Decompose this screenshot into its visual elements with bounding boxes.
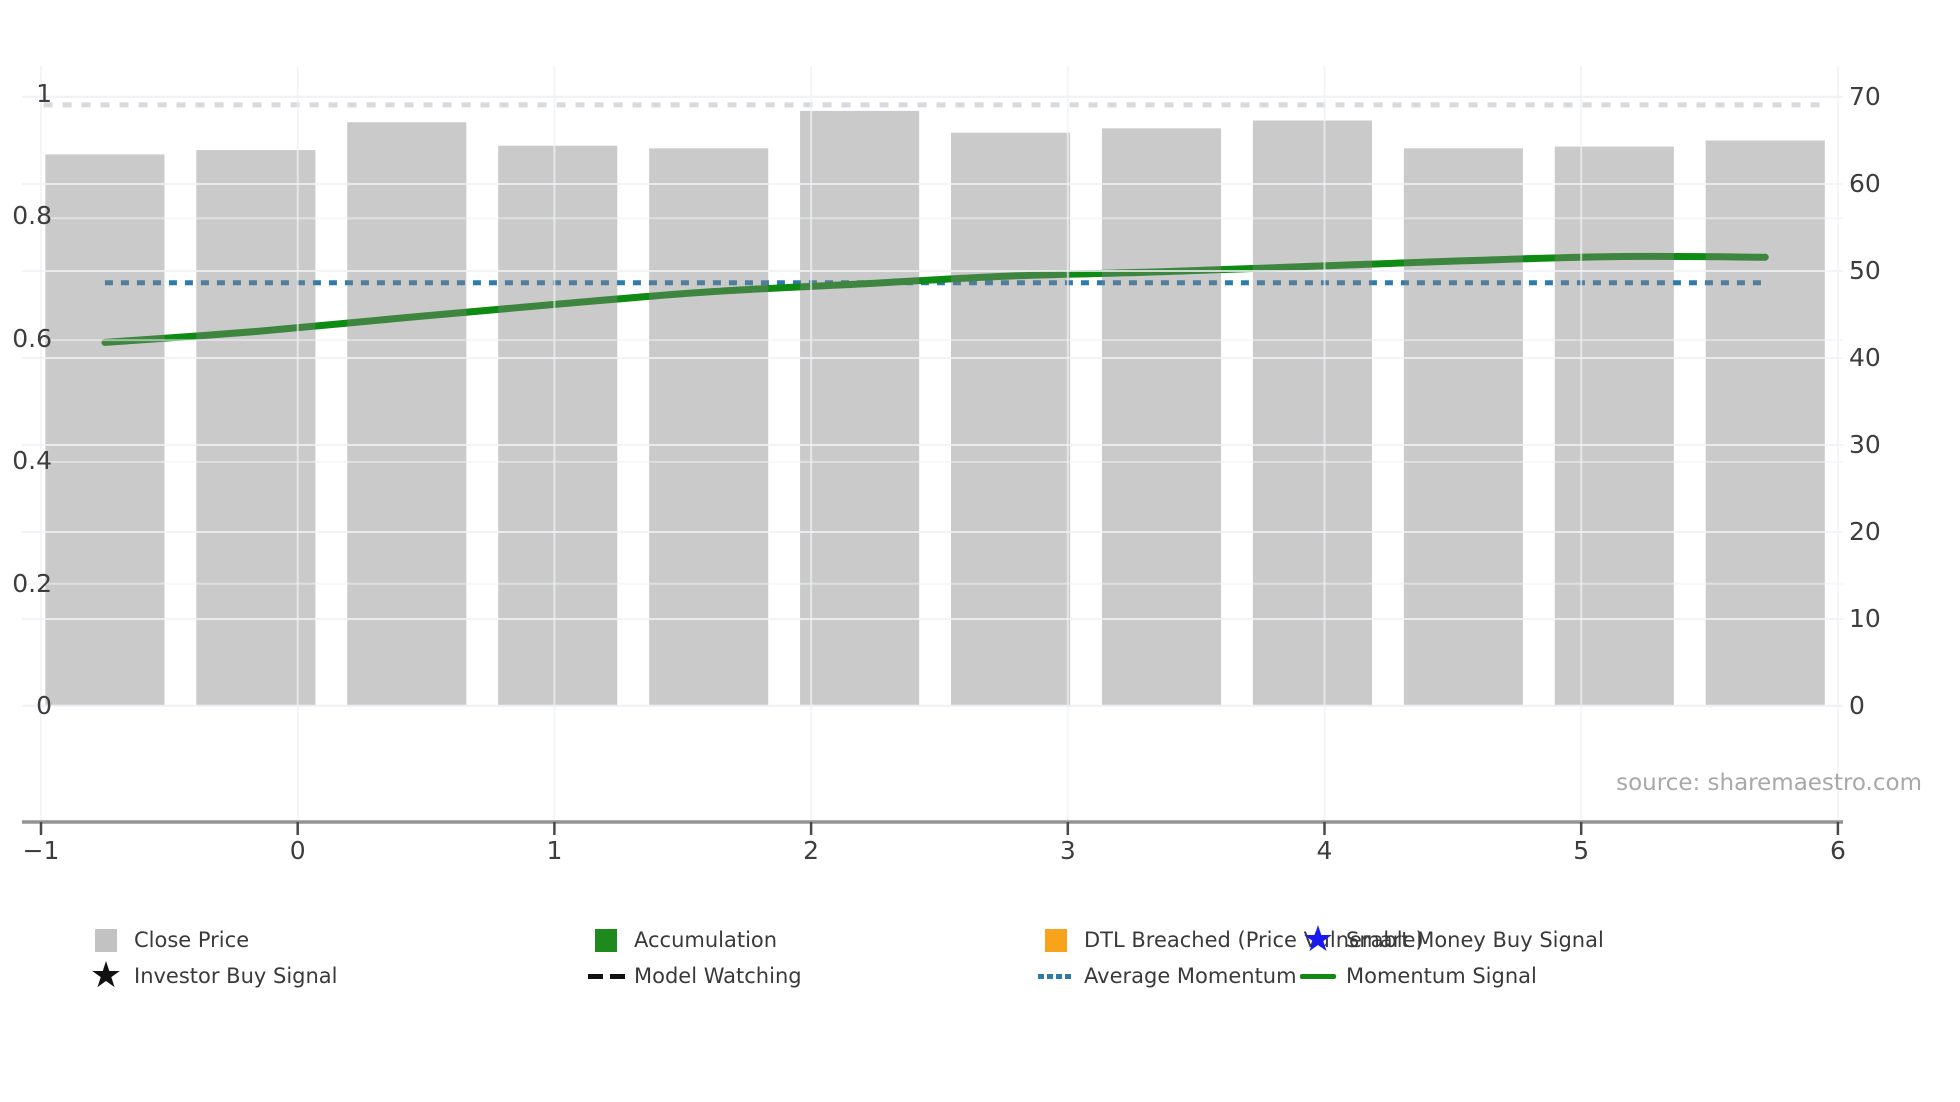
legend-item-accumulation: Accumulation	[587, 921, 777, 959]
close-price-bar	[951, 132, 1071, 707]
legend-item-dtl-breached-price-vulnerable: DTL Breached (Price Vulnerable)	[1037, 921, 1424, 959]
legend-label: Momentum Signal	[1346, 964, 1537, 988]
y-right-tick-label: 70	[1849, 82, 1881, 111]
y-right-tick-label: 50	[1849, 256, 1881, 285]
close-price-bar	[498, 145, 618, 707]
legend-item-investor-buy-signal: ★ Investor Buy Signal	[87, 957, 338, 995]
legend-label: Average Momentum	[1084, 964, 1297, 988]
star-icon: ★	[1301, 919, 1335, 960]
legend-label: Investor Buy Signal	[134, 964, 338, 988]
legend-label: DTL Breached (Price Vulnerable)	[1084, 928, 1424, 952]
close-price-bar	[1554, 146, 1674, 707]
close-price-bar	[196, 150, 316, 706]
y-left-tick-label: 1	[36, 78, 52, 108]
y-right-tick-label: 30	[1849, 430, 1881, 459]
close-price-bar	[1101, 128, 1222, 706]
legend-item-smart-money-buy-signal: ★ Smart Money Buy Signal	[1299, 921, 1604, 959]
close-price-bar	[347, 122, 467, 707]
close-price-bar	[45, 154, 165, 707]
legend-label: Smart Money Buy Signal	[1346, 928, 1604, 952]
legend-item-momentum-signal: Momentum Signal	[1299, 957, 1537, 995]
y-left-tick-label: 0.2	[12, 568, 52, 598]
y-left-tick-label: 0.8	[12, 201, 52, 230]
x-tick-label: 2	[803, 836, 820, 865]
y-left-tick-label: 0	[36, 691, 52, 720]
line-swatch-icon	[1299, 957, 1337, 995]
square-swatch-icon	[587, 921, 625, 959]
x-tick-label: 5	[1573, 836, 1590, 865]
y-right-tick-label: 10	[1849, 604, 1881, 633]
close-price-bar	[649, 148, 769, 706]
y-right-tick-label: 40	[1849, 343, 1881, 372]
momentum-signal-line	[101, 252, 1769, 346]
y-left-tick-label: 0.6	[12, 323, 52, 353]
y-left-tick-label: 0.4	[12, 446, 52, 475]
source-note: source: sharemaestro.com	[1616, 770, 1922, 796]
y-right-tick-label: 0	[1849, 691, 1865, 720]
star-icon: ★	[89, 955, 123, 996]
dashes-swatch-icon	[587, 957, 625, 995]
dotted-swatch-icon	[1037, 957, 1075, 995]
square-swatch-icon	[87, 921, 125, 959]
close-price-bar	[1705, 140, 1825, 706]
square-swatch-icon	[1037, 921, 1075, 959]
legend-item-model-watching: Model Watching	[587, 957, 802, 995]
legend-item-close-price: Close Price	[87, 921, 249, 959]
y-right-tick-label: 60	[1849, 169, 1881, 198]
legend-item-average-momentum: Average Momentum	[1037, 957, 1297, 995]
close-price-bar	[1403, 148, 1523, 706]
y-right-tick-label: 20	[1849, 517, 1881, 546]
legend-label: Close Price	[134, 928, 250, 952]
legend-label: Model Watching	[634, 964, 802, 988]
x-tick-label: 3	[1059, 836, 1076, 865]
legend-label: Accumulation	[634, 928, 778, 952]
x-tick-label: 6	[1829, 836, 1846, 865]
close-price-bar	[800, 110, 920, 707]
x-tick-label: 1	[546, 836, 563, 865]
x-tick-label: 4	[1316, 836, 1333, 865]
x-tick-label: 0	[289, 836, 306, 865]
x-tick-label: −1	[22, 836, 60, 865]
